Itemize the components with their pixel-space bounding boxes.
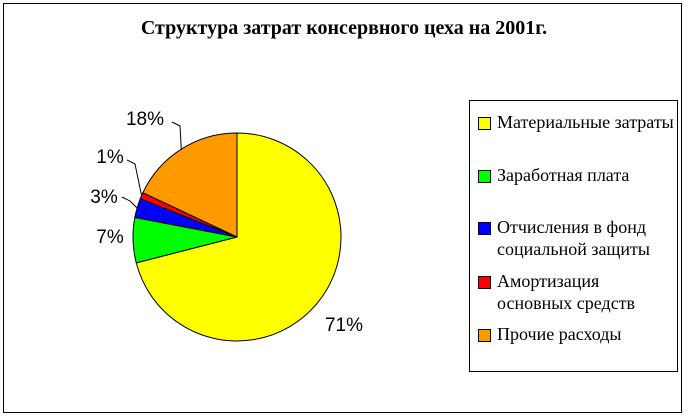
leader-line [126, 159, 143, 196]
legend-item-material: Материальные затраты [478, 111, 674, 133]
data-label: 3% [90, 187, 118, 208]
data-label: 7% [96, 227, 124, 248]
legend: Материальные затраты Заработная плата От… [469, 100, 678, 372]
leader-line [121, 196, 138, 209]
leader-line [171, 121, 182, 150]
data-label: 1% [96, 147, 124, 168]
legend-label: Прочие расходы [497, 324, 622, 344]
legend-swatch [478, 117, 491, 130]
legend-item-salary: Заработная плата [478, 164, 674, 186]
legend-label: Заработная плата [497, 165, 630, 185]
legend-swatch [478, 329, 491, 342]
data-label: 71% [325, 315, 363, 336]
legend-item-other: Прочие расходы [478, 323, 674, 345]
legend-swatch [478, 222, 491, 235]
legend-label: Материальные затраты [497, 112, 674, 132]
data-label: 18% [126, 109, 164, 130]
legend-item-social: Отчисления в фонд социальной защиты [478, 216, 674, 260]
legend-swatch [478, 170, 491, 183]
legend-label: Отчисления в фонд социальной защиты [497, 217, 650, 259]
legend-item-depreciation: Амортизация основных средств [478, 270, 674, 314]
pie-slice [135, 132, 342, 342]
legend-label: Амортизация основных средств [497, 271, 636, 313]
chart-title: Структура затрат консервного цеха на 200… [140, 17, 548, 39]
legend-swatch [478, 276, 491, 289]
